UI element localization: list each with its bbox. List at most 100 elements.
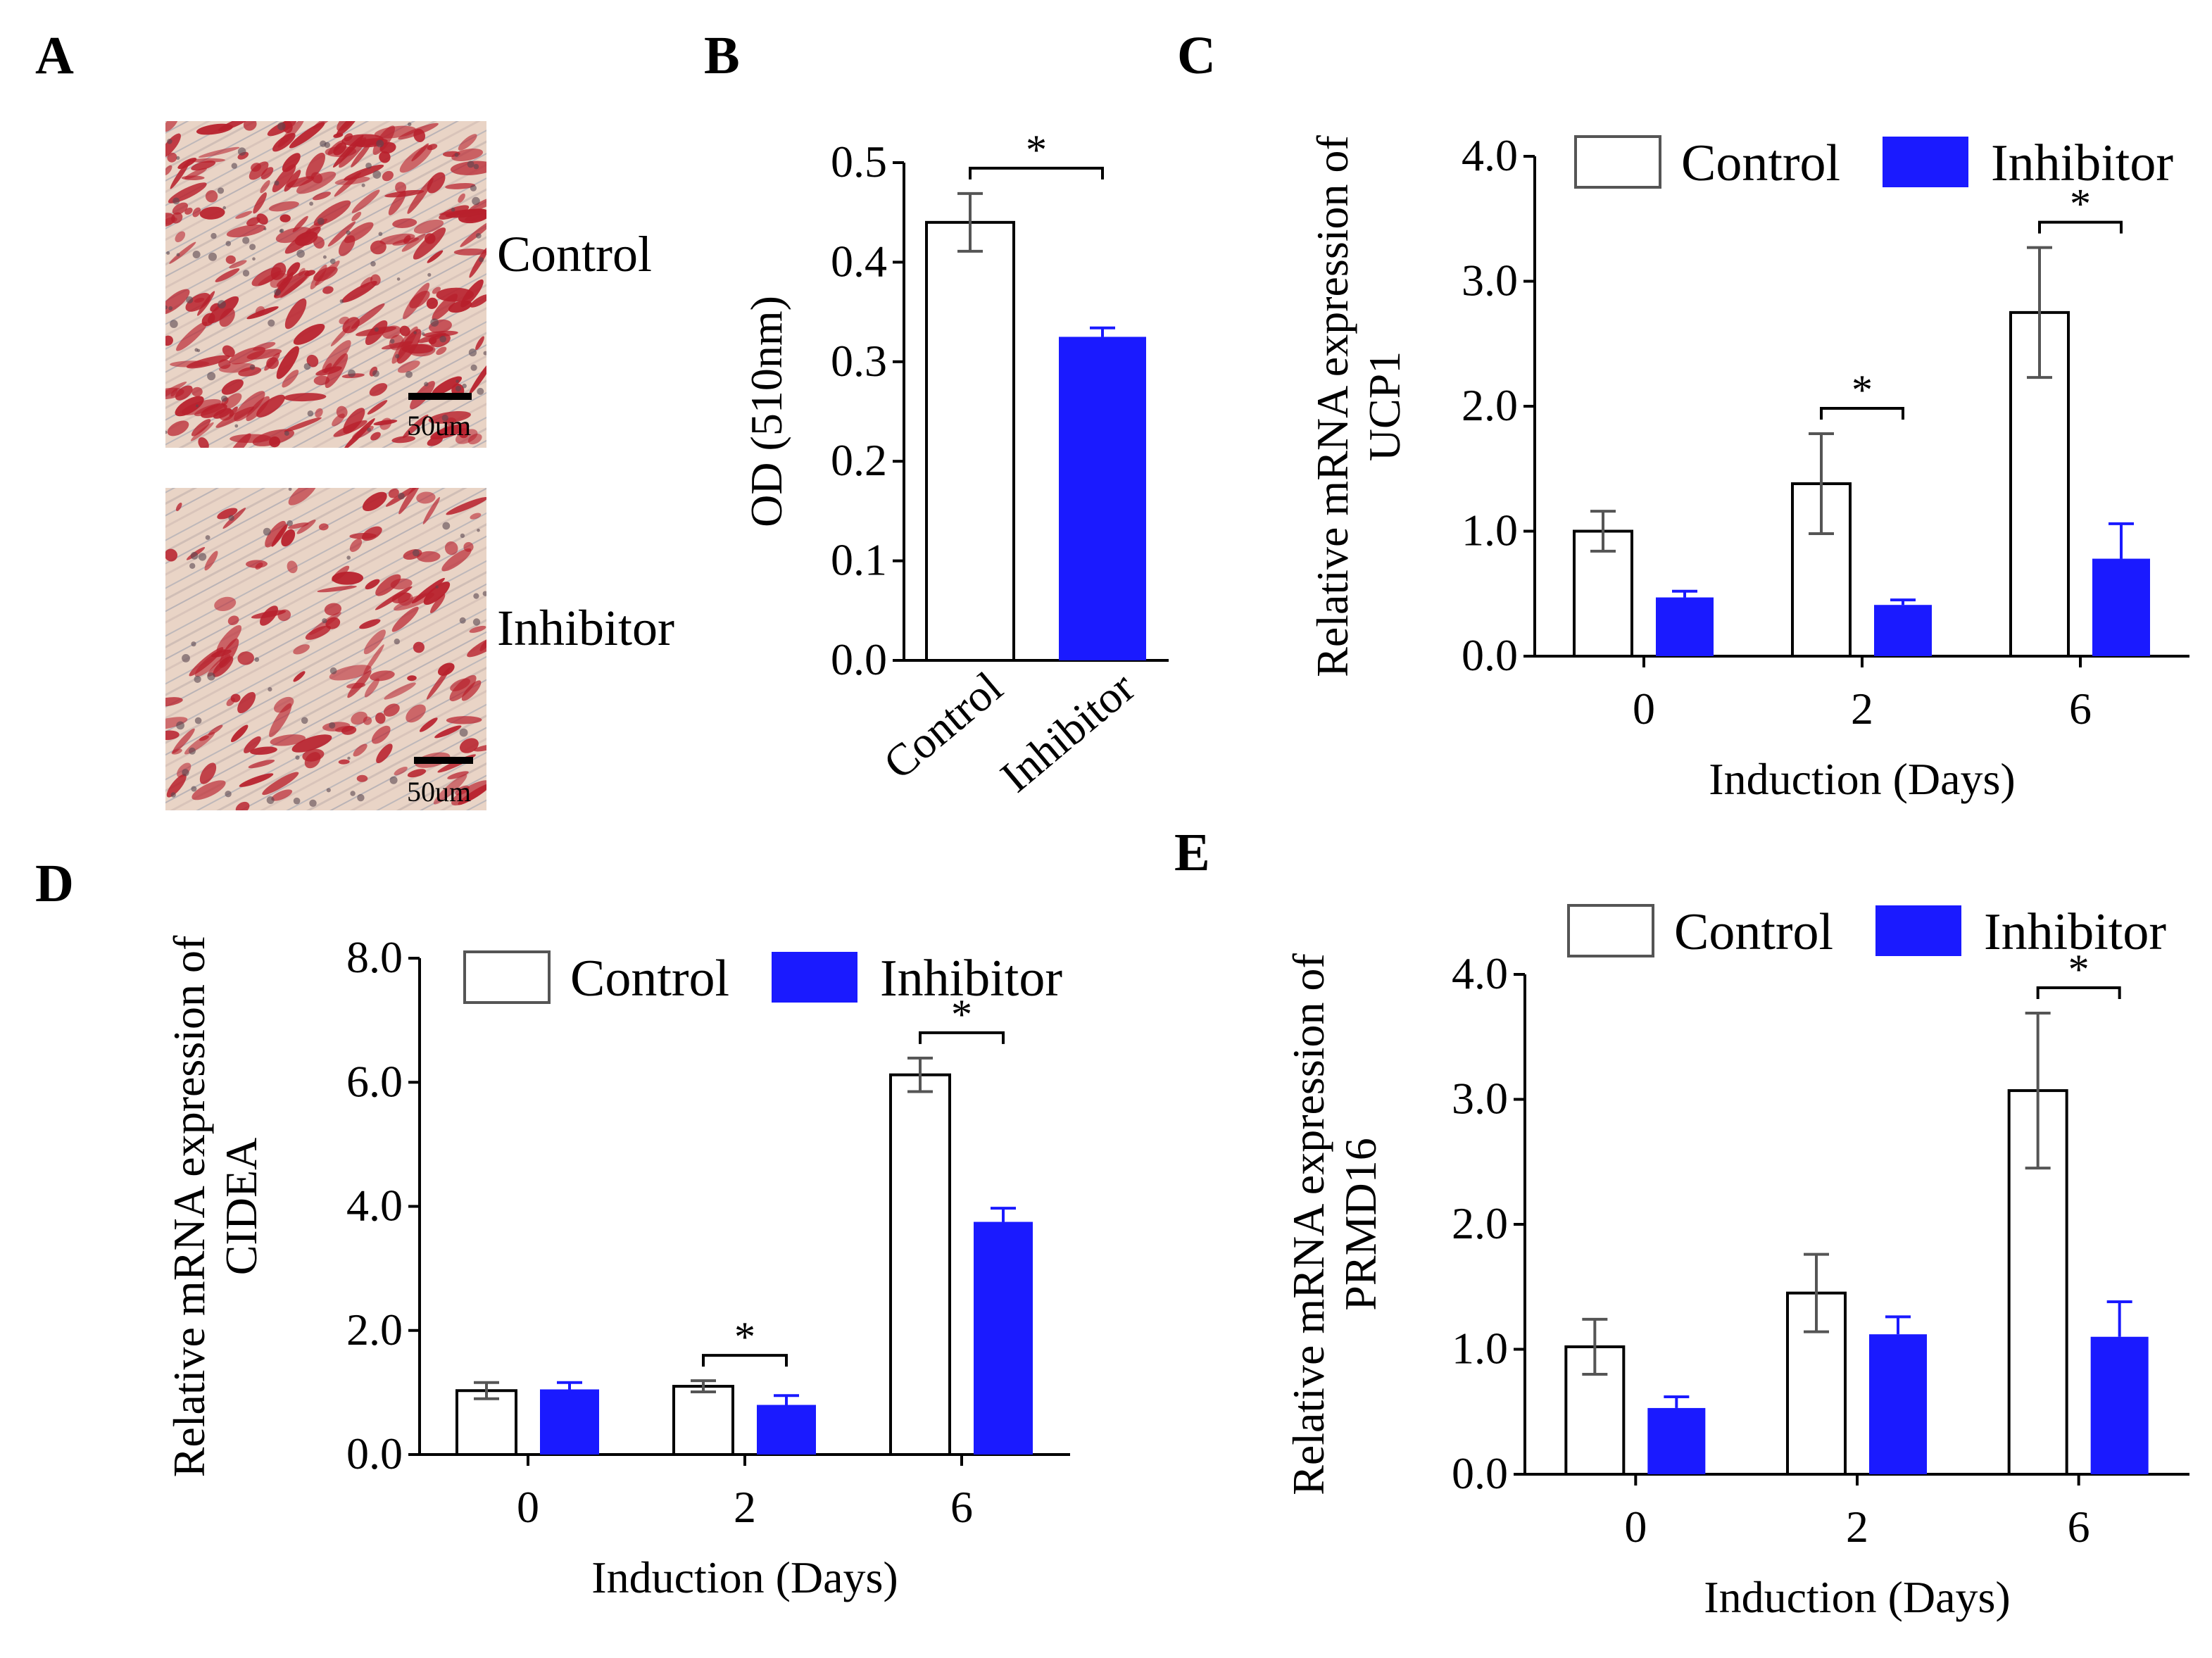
lipid-droplet xyxy=(256,213,268,225)
lipid-droplet xyxy=(298,268,306,276)
lipid-droplet xyxy=(265,520,287,548)
cell-nucleus xyxy=(165,305,168,310)
lipid-droplet xyxy=(388,191,406,215)
lipid-droplet xyxy=(401,233,426,252)
lipid-droplet xyxy=(230,693,241,703)
lipid-droplet xyxy=(246,217,260,227)
lipid-droplet xyxy=(370,240,387,255)
y-tick-label: 0.0 xyxy=(831,634,887,684)
lipid-droplet xyxy=(422,497,440,525)
lipid-droplet xyxy=(191,780,226,800)
legend-swatch-inhibitor xyxy=(1883,137,1968,187)
lipid-droplet xyxy=(353,743,367,757)
lipid-droplet xyxy=(379,151,391,163)
cell-nucleus xyxy=(268,319,275,327)
y-tick-label: 0.0 xyxy=(346,1428,403,1478)
cell-nucleus xyxy=(346,230,351,235)
lipid-droplet xyxy=(225,255,236,264)
lipid-droplet xyxy=(436,346,447,356)
lipid-droplet xyxy=(422,330,458,337)
lipid-droplet xyxy=(312,191,332,201)
cell-nucleus xyxy=(168,306,173,310)
lipid-droplet xyxy=(413,641,425,653)
lipid-droplet xyxy=(324,603,342,616)
x-tick-label: 6 xyxy=(950,1482,973,1532)
cell-nucleus xyxy=(421,332,425,336)
lipid-droplet xyxy=(445,182,476,189)
lipid-droplet xyxy=(227,615,239,626)
cell-nucleus xyxy=(441,415,448,422)
lipid-droplet xyxy=(292,215,308,232)
lipid-droplet xyxy=(243,121,257,131)
cell-nucleus xyxy=(194,348,199,352)
cell-nucleus xyxy=(442,522,451,530)
cell-nucleus xyxy=(361,183,365,187)
lipid-droplet xyxy=(191,419,211,437)
cell-nucleus xyxy=(320,140,327,147)
y-axis-label: Relative mRNA expression of xyxy=(1283,953,1333,1495)
lipid-droplet xyxy=(453,248,486,256)
lipid-droplet xyxy=(284,393,327,402)
lipid-droplet xyxy=(293,671,306,682)
x-axis-label: Induction (Days) xyxy=(591,1552,898,1602)
lipid-droplet xyxy=(287,560,298,574)
chart-d-cidea: 0.0 2.0 4.0 6.0 8.0 Relative mRNA expression … xyxy=(164,932,1070,1602)
lipid-droplet xyxy=(165,335,173,346)
legend-label-control: Control xyxy=(570,950,729,1007)
cell-nucleus xyxy=(462,383,467,389)
legend-swatch-inhibitor xyxy=(772,952,857,1003)
lipid-droplet xyxy=(169,241,196,264)
lipid-droplet xyxy=(199,206,225,220)
lipid-droplet xyxy=(167,420,189,437)
cell-nucleus xyxy=(196,404,199,408)
lipid-droplet xyxy=(347,670,372,698)
lipid-droplet xyxy=(264,352,280,371)
lipid-droplet xyxy=(370,432,381,441)
lipid-droplet xyxy=(197,291,215,316)
legend-swatch-control xyxy=(1567,904,1654,957)
lipid-droplet xyxy=(371,725,391,744)
lipid-droplet xyxy=(327,221,356,247)
lipid-droplet xyxy=(342,317,360,334)
lipid-droplet xyxy=(332,571,364,585)
lipid-droplet xyxy=(365,579,380,590)
lipid-droplet xyxy=(470,294,486,308)
lipid-droplet xyxy=(256,394,285,417)
y-tick-label: 3.0 xyxy=(1462,256,1518,306)
lipid-droplet xyxy=(413,219,444,234)
lipid-droplet xyxy=(329,665,372,681)
lipid-droplet xyxy=(237,651,254,665)
lipid-droplet xyxy=(392,218,417,228)
lipid-droplet xyxy=(349,532,377,539)
y-axis-label: CIDEA xyxy=(216,1138,266,1276)
cell-nucleus xyxy=(194,717,202,724)
x-tick-label: 0 xyxy=(517,1482,539,1532)
lipid-droplet xyxy=(287,522,309,529)
lipid-droplet xyxy=(165,548,178,562)
cell-nucleus xyxy=(406,370,413,378)
cell-nucleus xyxy=(242,270,250,277)
lipid-droplet xyxy=(417,551,441,563)
bar-inhibitor xyxy=(2092,558,2150,656)
cell-nucleus xyxy=(374,327,379,332)
lipid-droplet xyxy=(458,193,465,203)
lipid-droplet xyxy=(437,662,455,676)
lipid-droplet xyxy=(248,759,275,769)
cell-nucleus xyxy=(455,379,459,383)
y-tick-label: 0.0 xyxy=(1452,1448,1508,1498)
cell-nucleus xyxy=(396,277,401,281)
cell-nucleus xyxy=(190,551,199,560)
lipid-droplet xyxy=(337,121,356,132)
lipid-droplet xyxy=(227,433,251,448)
cell-nucleus xyxy=(254,657,260,662)
lipid-droplet xyxy=(189,647,224,677)
cell-nucleus xyxy=(477,528,480,532)
lipid-droplet xyxy=(449,674,477,702)
lipid-droplet xyxy=(394,767,408,776)
lipid-droplet xyxy=(395,182,407,194)
cell-nucleus xyxy=(322,618,327,624)
cell-nucleus xyxy=(242,237,250,244)
lipid-droplet xyxy=(373,420,398,426)
lipid-droplet xyxy=(459,738,479,753)
y-tick-label: 0.0 xyxy=(1462,630,1518,680)
